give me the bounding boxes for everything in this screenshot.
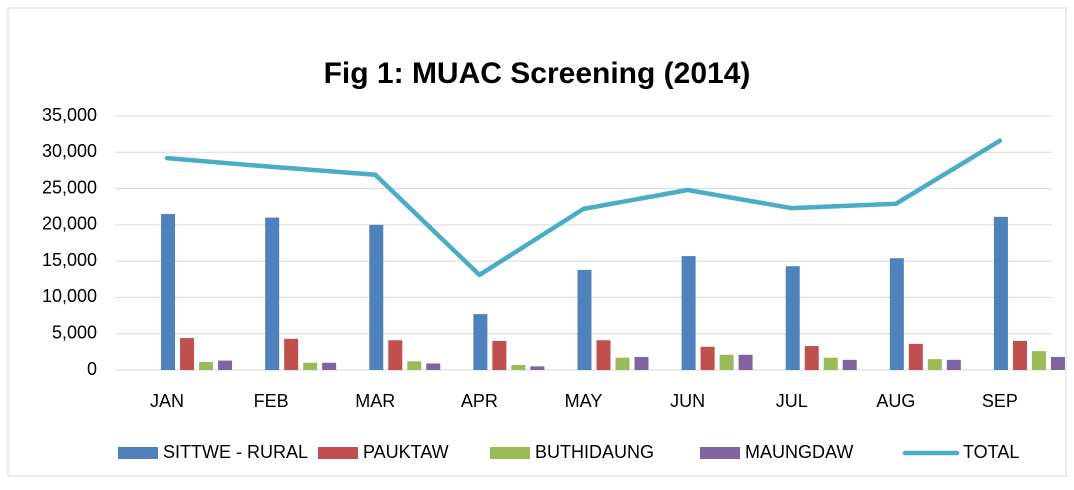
x-tick-label: APR — [461, 391, 498, 411]
bar — [303, 362, 318, 370]
legend-swatch — [700, 447, 740, 459]
x-tick-label: FEB — [254, 391, 289, 411]
y-tick-label: 0 — [87, 359, 97, 379]
legend-swatch — [318, 447, 358, 459]
bar — [842, 359, 857, 370]
bar — [681, 256, 696, 370]
bar — [596, 340, 611, 370]
x-tick-label: AUG — [876, 391, 915, 411]
legend-swatch — [490, 447, 530, 459]
x-tick-label: MAR — [355, 391, 395, 411]
bar — [199, 362, 214, 370]
bar — [1031, 351, 1046, 370]
bar — [946, 359, 961, 370]
bar — [993, 216, 1008, 370]
bar — [218, 360, 233, 370]
y-tick-label: 5,000 — [52, 322, 97, 342]
bar — [634, 356, 649, 370]
bar — [927, 359, 942, 370]
legend-label: TOTAL — [963, 442, 1019, 462]
bar — [284, 338, 299, 370]
bar — [322, 362, 337, 370]
bar — [719, 354, 734, 370]
x-tick-label: JUN — [670, 391, 705, 411]
bar — [265, 217, 280, 370]
bar — [738, 354, 753, 370]
bar — [577, 269, 592, 370]
y-tick-label: 15,000 — [42, 250, 97, 270]
legend-label: MAUNGDAW — [745, 442, 853, 462]
line — [164, 138, 1003, 278]
y-tick-label: 25,000 — [42, 177, 97, 197]
bar — [785, 266, 800, 370]
bar — [369, 224, 384, 370]
bar — [615, 357, 630, 370]
bar — [908, 343, 923, 370]
bar — [492, 340, 507, 370]
bar — [388, 340, 403, 370]
bar — [426, 363, 441, 370]
legend-label: SITTWE - RURAL — [163, 442, 308, 462]
bar — [473, 314, 488, 370]
bar — [530, 366, 545, 370]
bar — [407, 361, 422, 370]
bar — [700, 346, 715, 370]
y-tick-label: 20,000 — [42, 214, 97, 234]
bar — [511, 364, 526, 370]
bar — [161, 213, 176, 370]
x-tick-label: JUL — [776, 391, 808, 411]
bar — [823, 357, 838, 370]
legend-label: BUTHIDAUNG — [535, 442, 654, 462]
legend-swatch — [118, 447, 158, 459]
bar — [1050, 356, 1065, 370]
x-tick-label: SEP — [982, 391, 1018, 411]
bar — [804, 346, 819, 370]
y-tick-label: 10,000 — [42, 286, 97, 306]
x-tick-label: MAY — [565, 391, 603, 411]
y-tick-label: 35,000 — [42, 105, 97, 125]
bar — [1012, 340, 1027, 370]
x-tick-label: JAN — [150, 391, 184, 411]
chart-title: Fig 1: MUAC Screening (2014) — [324, 57, 751, 90]
legend-label: PAUKTAW — [363, 442, 449, 462]
bar — [180, 338, 195, 370]
bar — [889, 258, 904, 370]
y-tick-label: 30,000 — [42, 141, 97, 161]
chart-border — [7, 7, 1067, 477]
